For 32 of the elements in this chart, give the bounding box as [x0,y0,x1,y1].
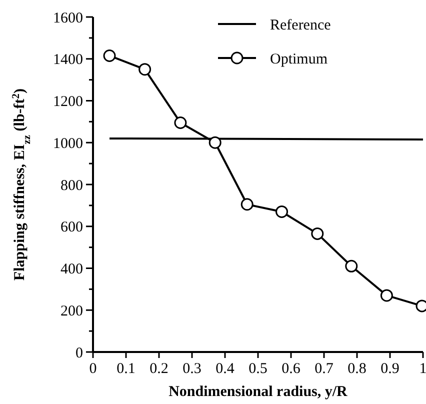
point [174,116,187,129]
x-axis-title: Nondimensional radius, y/R [168,384,348,400]
point [208,136,222,149]
legend-label: Optimum [270,51,328,68]
y-tick-label: 800 [60,178,83,194]
x-tick-label: 1 [419,361,426,377]
x-tick-label: 0.8 [348,361,366,377]
x-tick-label: 0.5 [248,361,268,377]
point [240,198,254,211]
y-tick-label: 1400 [53,52,83,68]
y-tick-label: 600 [60,220,83,236]
x-tick-label: 0.1 [116,361,136,377]
y-tick-label: 400 [60,262,83,278]
point [345,260,358,272]
point [103,49,116,62]
y-tick-label: 0 [76,345,83,362]
x-tick-label: 0 [89,361,97,377]
x-tick-label: 0.3 [182,361,202,377]
x-tick-label: 0.7 [314,361,334,377]
point [276,205,288,218]
x-tick-label: 0.2 [150,361,168,377]
x-tick-label: 0.4 [216,361,235,377]
point [311,227,324,240]
x-tick-label: 0.6 [282,361,301,377]
point [380,289,393,302]
y-tick-label: 1000 [53,136,83,152]
legend-label: Reference [270,17,332,34]
y-tick-label: 200 [60,303,83,320]
point [138,63,152,76]
y-tick-label: 1600 [53,10,83,26]
x-tick-label: 0.9 [380,361,400,377]
y-tick-label: 1200 [53,94,83,110]
